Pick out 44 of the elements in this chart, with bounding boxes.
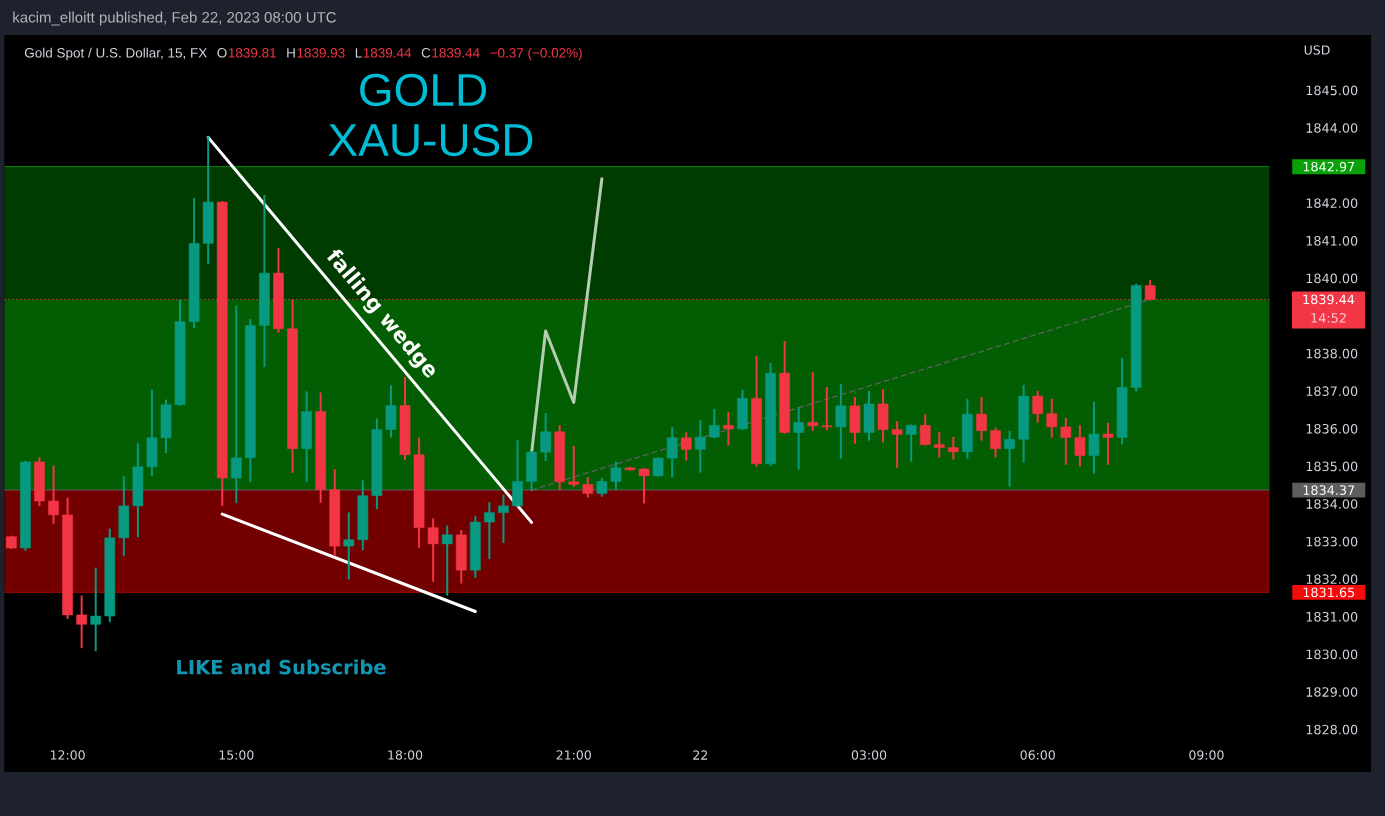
annotation: LIKE and Subscribe: [177, 659, 386, 675]
ref-line-label: 1834.37: [1303, 485, 1355, 495]
text: O: [217, 48, 227, 58]
ref-line-label: 1839.44: [1303, 294, 1355, 305]
y-tick-label: 1842.00: [1306, 198, 1358, 209]
x-tick-label: 21:00: [556, 750, 591, 760]
chart-title: GOLD: [360, 73, 486, 107]
text: L: [355, 48, 362, 58]
ref-line-label: 1842.97: [1303, 161, 1355, 172]
text: 14:52: [1311, 313, 1346, 323]
y-tick-label: 1837.00: [1306, 386, 1358, 397]
x-tick-label: 12:00: [50, 750, 85, 760]
y-tick-label: 1845.00: [1306, 85, 1358, 96]
text: Gold Spot / U.S. Dollar, 15, FX: [24, 47, 207, 61]
text: 1839.81: [228, 48, 276, 58]
y-tick-label: 1840.00: [1306, 273, 1358, 284]
text: −0.37 (−0.02%): [490, 47, 582, 61]
y-tick-label: 1833.00: [1306, 536, 1358, 547]
text: H: [287, 48, 295, 58]
y-tick-label: 1838.00: [1306, 348, 1358, 359]
y-tick-label: 1836.00: [1306, 423, 1358, 434]
text: kacim_elloitt published, Feb 22, 2023 08:00 UTC: [13, 11, 336, 26]
y-tick-label: 1844.00: [1306, 123, 1358, 133]
x-tick-label: 06:00: [1020, 750, 1055, 760]
y-tick-label: 1841.00: [1306, 235, 1358, 246]
y-tick-label: 1834.00: [1306, 499, 1358, 509]
y-tick-label: 1831.00: [1306, 611, 1358, 622]
text: 1839.93: [297, 48, 345, 58]
text: C: [421, 48, 431, 58]
ref-line-label: 1831.65: [1303, 587, 1355, 598]
y-tick-label: 1830.00: [1306, 649, 1358, 660]
x-tick-label: 03:00: [851, 750, 887, 760]
y-tick-label: 1829.00: [1306, 687, 1358, 697]
x-tick-label: 09:00: [1189, 750, 1224, 760]
x-tick-label: 15:00: [219, 750, 254, 760]
text: 1839.44: [363, 48, 412, 58]
y-tick-label: 1835.00: [1306, 461, 1358, 472]
y-axis-title: USD: [1304, 45, 1330, 55]
x-tick-label: 22: [693, 750, 707, 760]
y-tick-label: 1828.00: [1306, 724, 1358, 735]
y-tick-label: 1832.00: [1306, 574, 1358, 585]
text: XAU-USD: [328, 123, 533, 157]
text: 1839.44: [432, 48, 480, 58]
x-tick-label: 18:00: [388, 750, 423, 760]
